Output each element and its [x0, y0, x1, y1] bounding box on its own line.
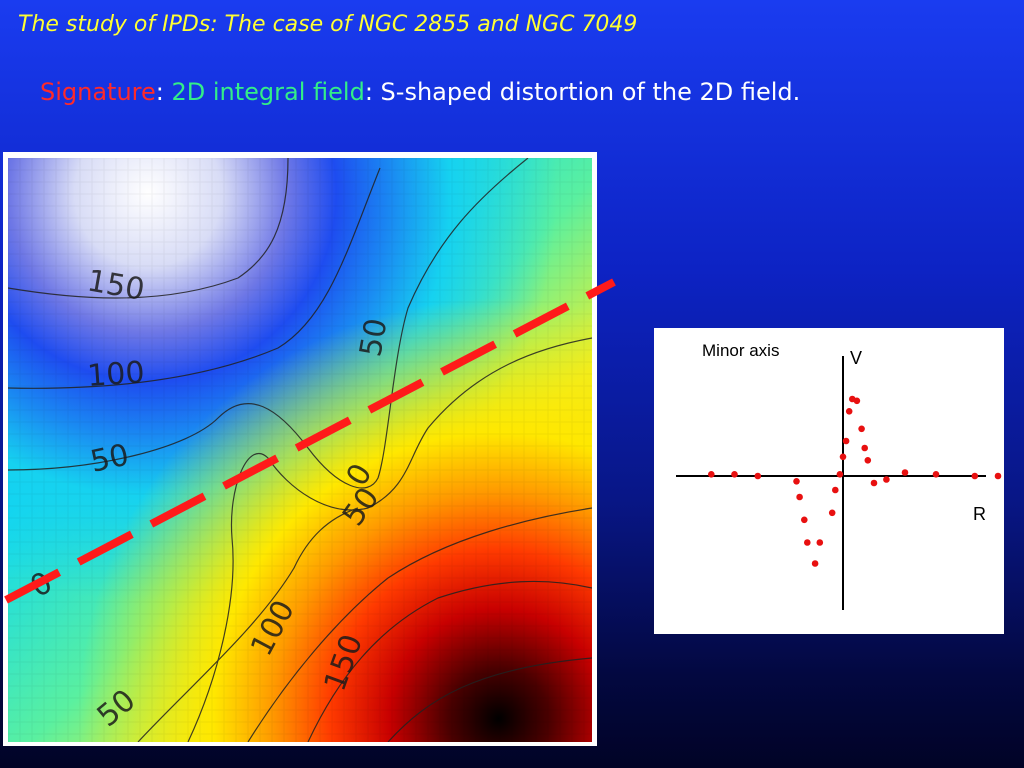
y-axis-label: V	[850, 348, 862, 368]
scatter-point	[839, 453, 847, 461]
scatter-point	[870, 479, 878, 487]
subtitle-description: S-shaped distortion of the 2D field.	[380, 78, 801, 106]
subtitle-sep-1: :	[155, 78, 172, 106]
scatter-point	[708, 471, 715, 478]
scatter-point	[901, 469, 909, 476]
scatter-point	[864, 457, 872, 464]
velocity-field-map: 150 100 50 50 0 50 0 100 150 50	[8, 158, 592, 742]
scatter-point	[932, 471, 940, 478]
rv-scatter-chart: Minor axis V R	[676, 341, 1002, 610]
scatter-point	[971, 472, 979, 480]
contour-label-50-top: 50	[353, 316, 394, 360]
scatter-point	[836, 471, 844, 478]
subtitle-signature: Signature	[40, 78, 156, 106]
chart-title: Minor axis	[702, 341, 779, 360]
contour-label-100-left: 100	[86, 355, 146, 394]
scatter-point	[842, 437, 850, 445]
rv-diagram-panel: Minor axis V R	[654, 328, 1004, 634]
velocity-field-panel: 150 100 50 50 0 50 0 100 150 50	[3, 152, 597, 746]
scatter-point	[832, 486, 839, 494]
scatter-point	[853, 397, 861, 405]
subtitle-sep-2: :	[364, 78, 381, 106]
subtitle-integral-field: 2D integral field	[171, 78, 365, 106]
slide-subtitle: Signature: 2D integral field: S-shaped d…	[40, 78, 800, 106]
x-axis-label: R	[973, 504, 986, 524]
scatter-point	[801, 516, 808, 524]
scatter-point	[858, 425, 865, 433]
scatter-point	[793, 478, 800, 485]
scatter-point	[994, 472, 1002, 480]
scatter-points	[708, 395, 1002, 567]
scatter-point	[845, 408, 853, 415]
scatter-point	[828, 509, 836, 517]
scatter-point	[796, 493, 803, 501]
scatter-point	[804, 539, 811, 546]
slide-title: The study of IPDs: The case of NGC 2855 …	[18, 12, 638, 37]
scatter-point	[731, 471, 738, 478]
scatter-point	[861, 444, 868, 452]
scatter-point	[754, 472, 762, 480]
scatter-point	[816, 539, 824, 546]
scatter-point	[811, 560, 819, 567]
scatter-point	[883, 476, 890, 483]
